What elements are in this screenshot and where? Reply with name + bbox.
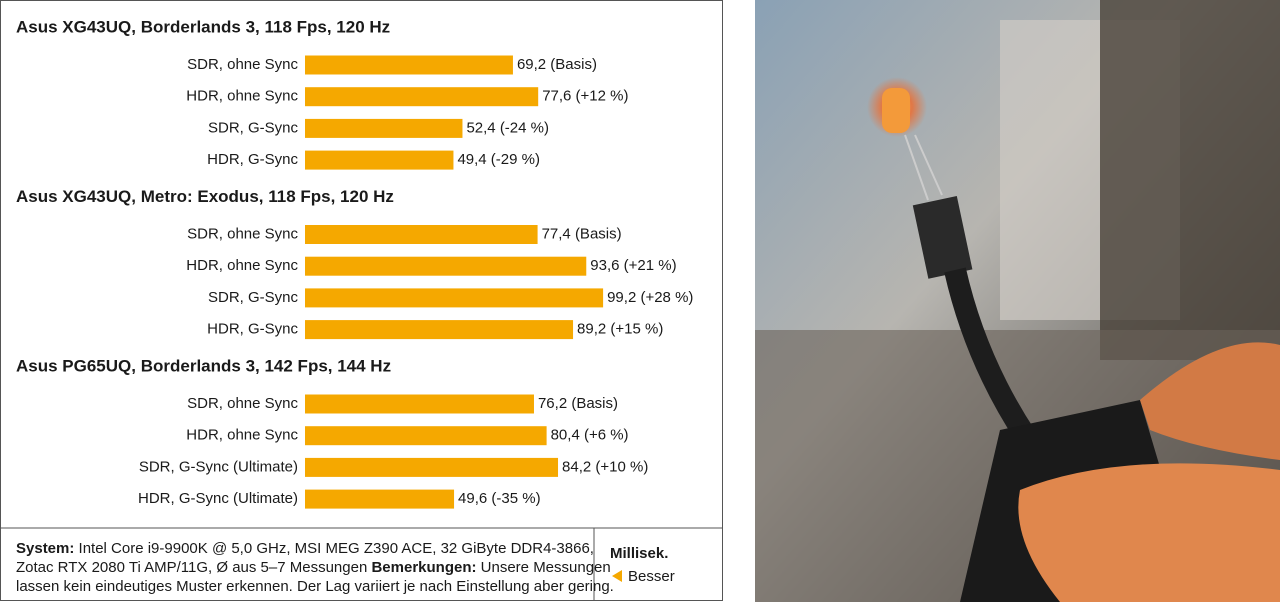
- value-label: 69,2 (Basis): [517, 56, 597, 73]
- value-label: 52,4 (-24 %): [466, 119, 549, 136]
- bar: [305, 394, 534, 414]
- category-label: SDR, ohne Sync: [187, 56, 298, 73]
- category-label: HDR, G-Sync (Ultimate): [138, 490, 298, 507]
- system-label: System:: [16, 540, 74, 557]
- better-arrow: [612, 570, 622, 582]
- value-label: 84,2 (+10 %): [562, 458, 648, 475]
- value-label: 77,6 (+12 %): [542, 88, 628, 105]
- unit-label: Millisek.: [610, 545, 668, 562]
- value-label: 49,6 (-35 %): [458, 490, 541, 507]
- footer-line: lassen kein eindeutiges Muster erkennen.…: [16, 578, 614, 595]
- bar: [305, 87, 539, 107]
- chart-title: Asus XG43UQ, Metro: Exodus, 118 Fps, 120…: [16, 187, 394, 206]
- category-label: SDR, ohne Sync: [187, 395, 298, 412]
- system-text: Intel Core i9-9900K @ 5,0 GHz, MSI MEG Z…: [74, 540, 594, 557]
- category-label: HDR, ohne Sync: [186, 257, 298, 274]
- value-label: 80,4 (+6 %): [551, 427, 629, 444]
- bar: [305, 150, 454, 170]
- bar: [305, 426, 547, 446]
- value-label: 77,4 (Basis): [542, 225, 622, 242]
- category-label: HDR, G-Sync: [207, 151, 298, 168]
- bar: [305, 320, 574, 340]
- remarks-label: Bemerkungen:: [371, 559, 476, 576]
- category-label: HDR, ohne Sync: [186, 427, 298, 444]
- footer-line: Zotac RTX 2080 Ti AMP/11G, Ø aus 5–7 Mes…: [16, 559, 611, 576]
- bar: [305, 489, 455, 509]
- footer-line: System: Intel Core i9-9900K @ 5,0 GHz, M…: [16, 540, 594, 557]
- bar: [305, 256, 587, 276]
- value-label: 49,4 (-29 %): [457, 151, 540, 168]
- bar: [305, 55, 513, 75]
- value-label: 89,2 (+15 %): [577, 321, 663, 338]
- photo: [755, 0, 1280, 602]
- better-label: Besser: [628, 568, 675, 585]
- category-label: SDR, ohne Sync: [187, 225, 298, 242]
- value-label: 76,2 (Basis): [538, 395, 618, 412]
- bar: [305, 457, 559, 477]
- value-label: 99,2 (+28 %): [607, 289, 693, 306]
- system-text: Zotac RTX 2080 Ti AMP/11G, Ø aus 5–7 Mes…: [16, 559, 371, 576]
- chart-title: Asus PG65UQ, Borderlands 3, 142 Fps, 144…: [16, 356, 391, 375]
- bar: [305, 225, 538, 244]
- bar: [305, 288, 604, 308]
- category-label: HDR, ohne Sync: [186, 88, 298, 105]
- value-label: 93,6 (+21 %): [590, 257, 676, 274]
- category-label: SDR, G-Sync: [208, 289, 299, 306]
- category-label: SDR, G-Sync (Ultimate): [139, 458, 298, 475]
- category-label: SDR, G-Sync: [208, 119, 299, 136]
- bar: [305, 118, 463, 138]
- chart-title: Asus XG43UQ, Borderlands 3, 118 Fps, 120…: [16, 17, 390, 36]
- category-label: HDR, G-Sync: [207, 321, 298, 338]
- remarks-text: Unsere Messungen: [477, 559, 611, 576]
